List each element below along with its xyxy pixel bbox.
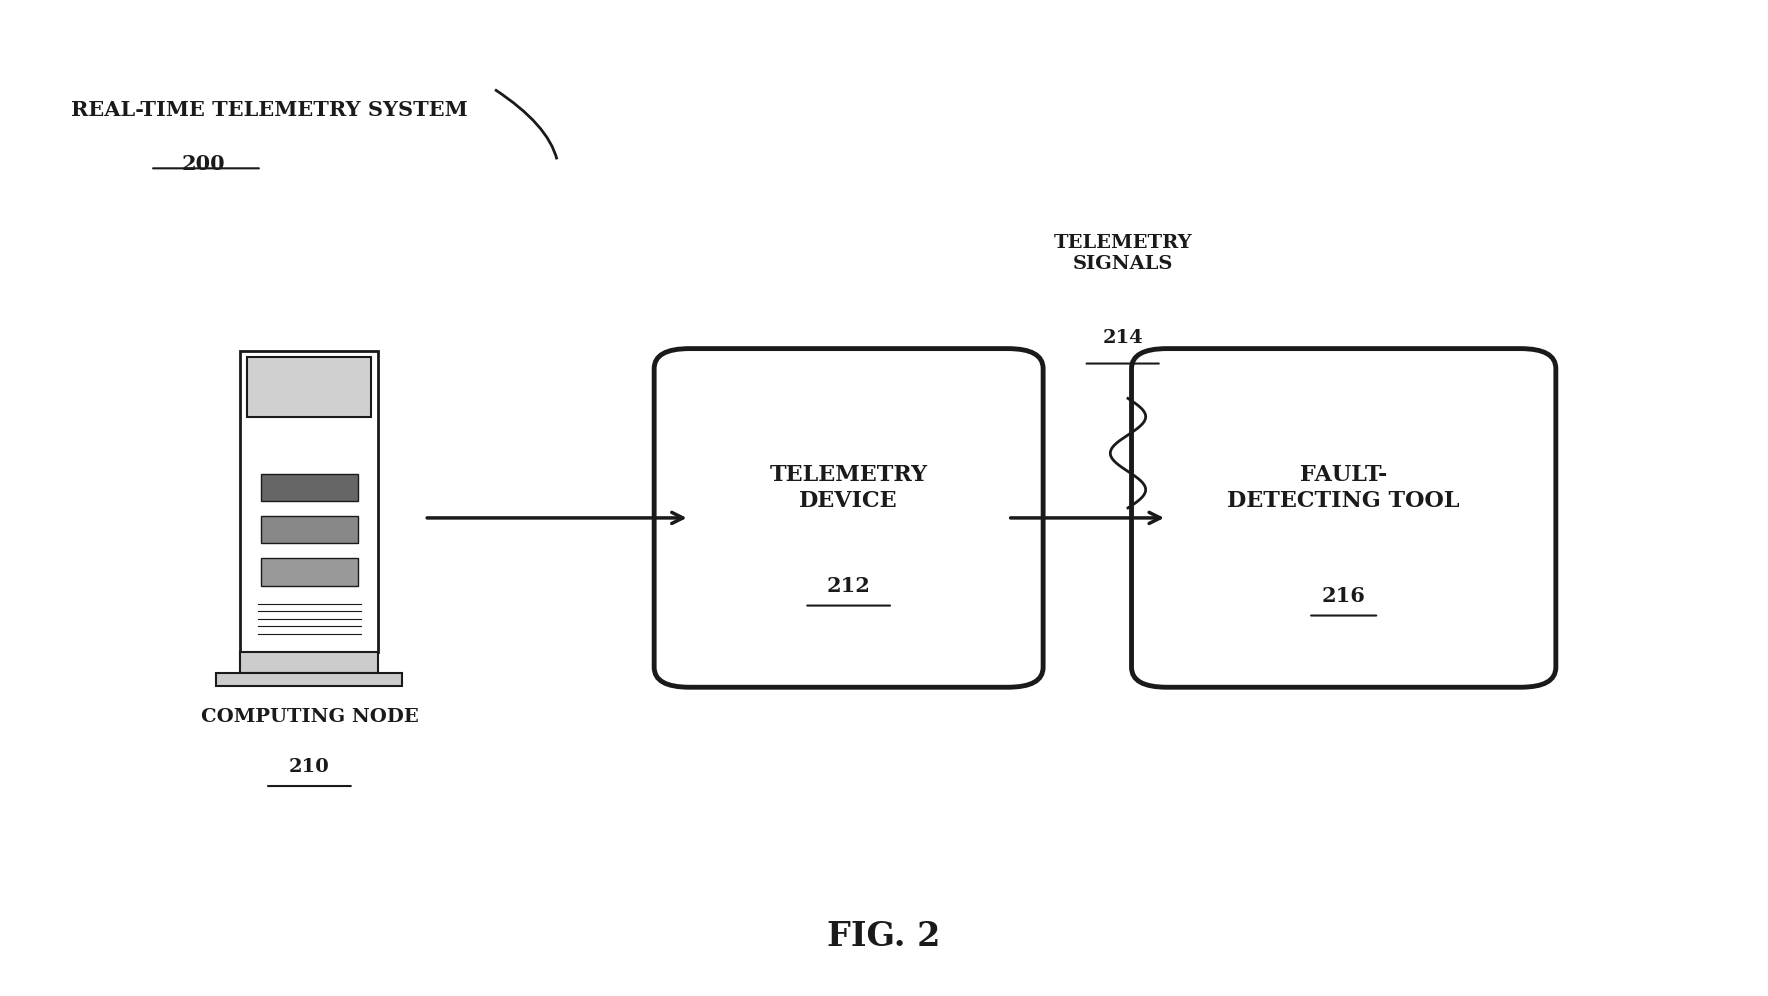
Text: 216: 216 [1322, 586, 1365, 606]
FancyBboxPatch shape [216, 673, 403, 686]
Text: FIG. 2: FIG. 2 [827, 919, 941, 953]
Text: 212: 212 [827, 576, 870, 596]
FancyBboxPatch shape [262, 516, 357, 544]
FancyBboxPatch shape [1132, 349, 1556, 687]
FancyBboxPatch shape [240, 351, 378, 651]
Text: FAULT-
DETECTING TOOL: FAULT- DETECTING TOOL [1227, 464, 1460, 512]
Text: 210: 210 [288, 758, 331, 776]
Text: REAL-TIME TELEMETRY SYSTEM: REAL-TIME TELEMETRY SYSTEM [71, 100, 467, 120]
FancyBboxPatch shape [654, 349, 1043, 687]
FancyBboxPatch shape [240, 651, 378, 673]
Text: TELEMETRY
SIGNALS: TELEMETRY SIGNALS [1054, 234, 1192, 273]
FancyBboxPatch shape [248, 357, 371, 417]
Text: 200: 200 [182, 154, 225, 174]
Text: TELEMETRY
DEVICE: TELEMETRY DEVICE [769, 464, 928, 512]
FancyBboxPatch shape [262, 559, 357, 586]
FancyBboxPatch shape [262, 474, 357, 501]
Text: COMPUTING NODE: COMPUTING NODE [200, 708, 419, 726]
Text: 214: 214 [1101, 329, 1144, 347]
